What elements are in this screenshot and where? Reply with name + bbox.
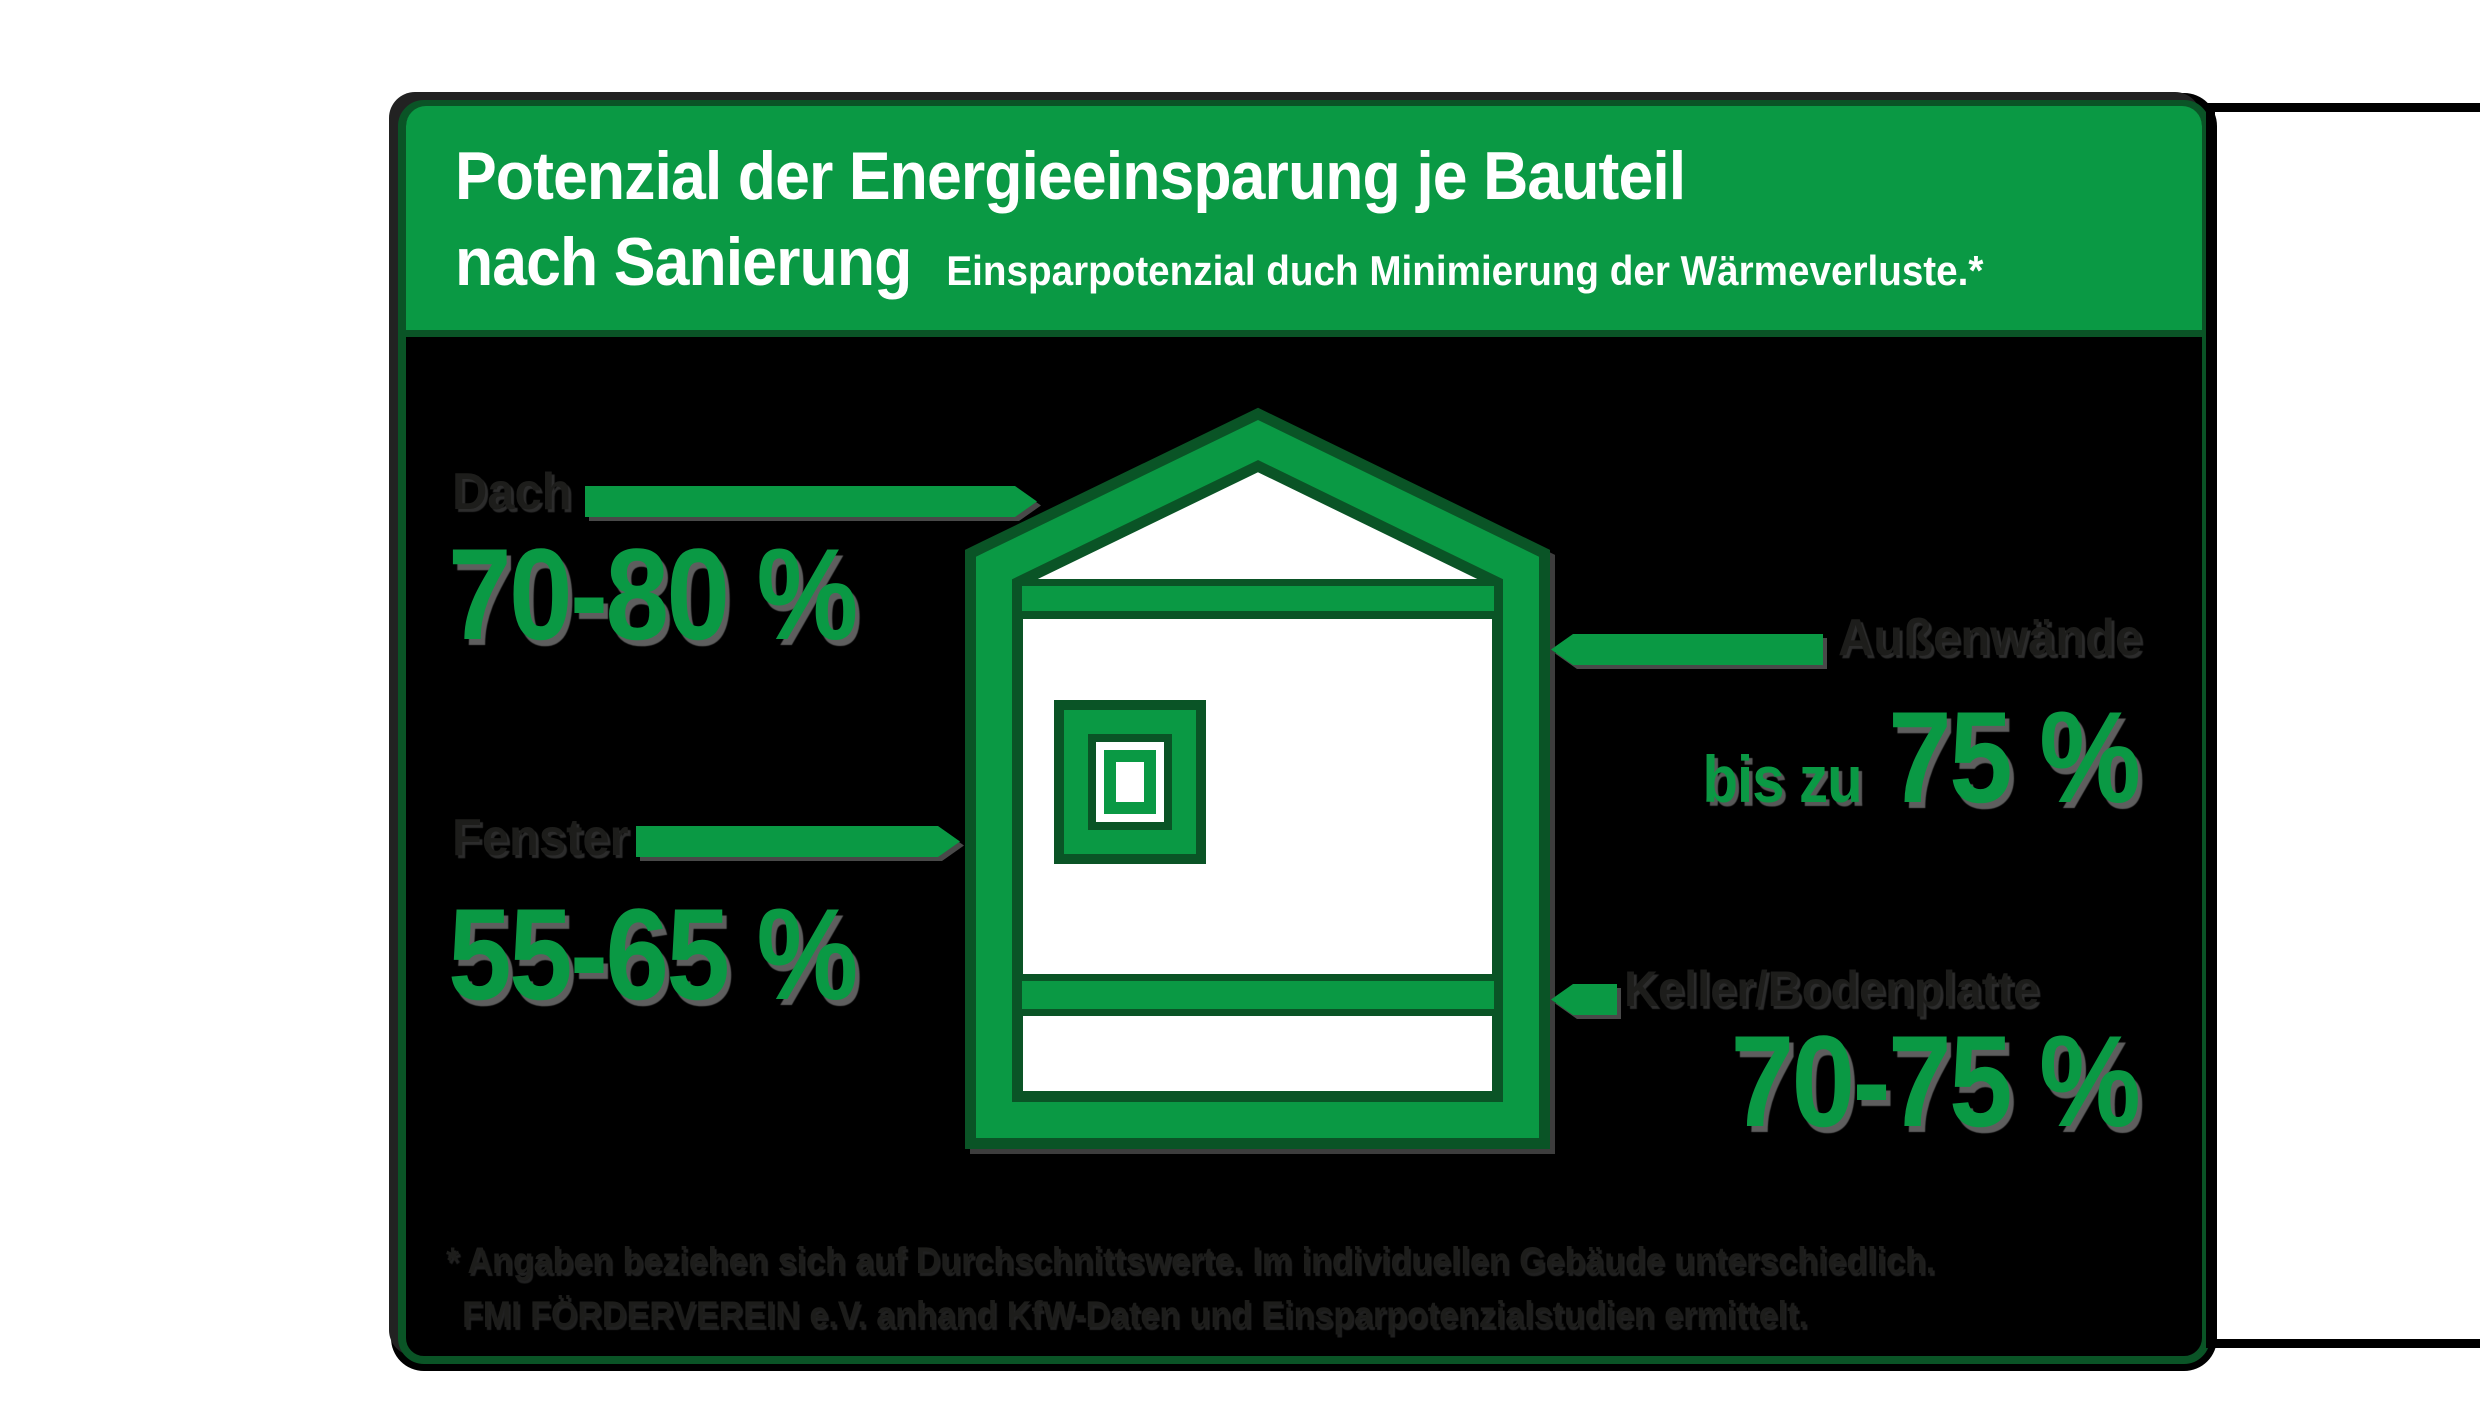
label-fenster: Fenster: [452, 809, 629, 867]
title-line-1: Potenzial der Energieeinsparung je Baute…: [455, 138, 1686, 214]
footnote-line-1: * Angaben beziehen sich auf Durchschnitt…: [446, 1240, 1936, 1281]
value-keller-row: 70-75 %: [1730, 1008, 2140, 1154]
arrow-left-icon: [1551, 634, 1823, 665]
value-keller: 70-75 %: [1730, 1008, 2140, 1154]
adjacent-panel-top-border: [2206, 103, 2480, 112]
arrow-right-icon: [636, 826, 960, 857]
value-fenster: 55-65 %: [448, 881, 858, 1027]
house-outline-green: [976, 419, 1539, 1138]
attic-band: [1022, 586, 1494, 611]
value-aussenwaende-row: bis zu 75 %: [1702, 684, 2141, 830]
header-band: [406, 106, 2202, 337]
header-title-block: Potenzial der Energieeinsparung je Baute…: [455, 134, 1983, 305]
value-dach: 70-80 %: [448, 521, 858, 667]
value-aussenwaende: 75 %: [1887, 684, 2141, 830]
footnote-line-2: FMI FÖRDERVEREIN e.V. anhand KfW-Daten u…: [462, 1294, 1808, 1335]
label-aussenwaende: Außenwände: [1838, 609, 2143, 667]
arrow-left-icon: [1551, 984, 1617, 1015]
basement-band: [1022, 981, 1494, 1009]
house-illustration: [965, 407, 1550, 1149]
label-keller: Keller/Bodenplatte: [1624, 961, 2040, 1017]
title-line-2: nach Sanierung: [455, 223, 912, 300]
header-subtitle: Einsparpotenzial duch Minimierung der Wä…: [946, 246, 1984, 294]
adjacent-panel-bottom-border: [2206, 1339, 2480, 1348]
window-sash-glass: [1116, 762, 1144, 802]
adjacent-panel-left-border: [2206, 103, 2215, 1348]
label-dach: Dach: [452, 463, 572, 521]
arrow-right-icon: [585, 486, 1037, 517]
value-prefix-aussenwaende: bis zu: [1702, 742, 1862, 816]
